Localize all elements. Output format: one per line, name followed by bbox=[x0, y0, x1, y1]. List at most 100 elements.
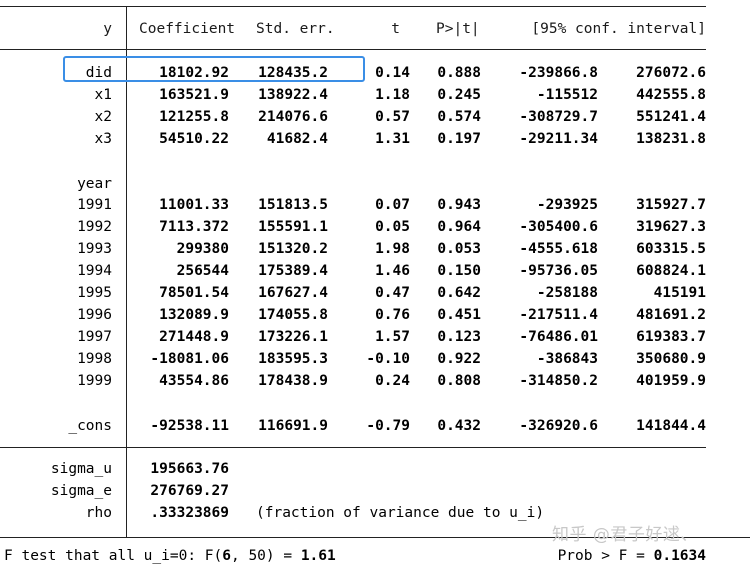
col-header-std-err: Std. err. bbox=[256, 21, 335, 37]
se-value: 116691.9 bbox=[258, 418, 328, 434]
row-label: year bbox=[77, 176, 112, 192]
f-test-sep: , 50) = bbox=[230, 548, 301, 564]
coef-value: 7113.372 bbox=[159, 219, 229, 235]
coef-value: 271448.9 bbox=[159, 329, 229, 345]
se-value: 128435.2 bbox=[258, 65, 328, 81]
row-label: x3 bbox=[94, 131, 112, 147]
t-value: 1.46 bbox=[375, 263, 410, 279]
ci-upper-value: 481691.2 bbox=[636, 307, 706, 323]
ci-lower-value: -95736.05 bbox=[519, 263, 598, 279]
prob-f-label: Prob > F = bbox=[557, 548, 654, 564]
stat-value-rho: .33323869 bbox=[150, 505, 229, 521]
se-value: 214076.6 bbox=[258, 109, 328, 125]
col-header-ci: [95% conf. interval] bbox=[531, 21, 706, 37]
ci-lower-value: -29211.34 bbox=[519, 131, 598, 147]
p-value: 0.888 bbox=[437, 65, 481, 81]
row-label: x2 bbox=[94, 109, 112, 125]
p-value: 0.432 bbox=[437, 418, 481, 434]
top-rule bbox=[0, 6, 706, 7]
ci-upper-value: 608824.1 bbox=[636, 263, 706, 279]
se-value: 174055.8 bbox=[258, 307, 328, 323]
t-value: 1.18 bbox=[375, 87, 410, 103]
body-rule bbox=[0, 447, 706, 448]
p-value: 0.642 bbox=[437, 285, 481, 301]
se-value: 173226.1 bbox=[258, 329, 328, 345]
ci-lower-value: -239866.8 bbox=[519, 65, 598, 81]
coef-value: 299380 bbox=[176, 241, 229, 257]
coef-value: 78501.54 bbox=[159, 285, 229, 301]
rho-note: (fraction of variance due to u_i) bbox=[256, 505, 545, 521]
label-separator bbox=[126, 6, 127, 537]
ci-lower-value: -386843 bbox=[536, 351, 598, 367]
se-value: 183595.3 bbox=[258, 351, 328, 367]
ci-lower-value: -115512 bbox=[536, 87, 598, 103]
t-value: 0.57 bbox=[375, 109, 410, 125]
t-value: -0.79 bbox=[366, 418, 410, 434]
ci-lower-value: -217511.4 bbox=[519, 307, 598, 323]
coef-value: 43554.86 bbox=[159, 373, 229, 389]
col-header-p: P>|t| bbox=[436, 21, 480, 37]
ci-upper-value: 442555.8 bbox=[636, 87, 706, 103]
t-value: 0.07 bbox=[375, 197, 410, 213]
coef-value: 256544 bbox=[176, 263, 229, 279]
se-value: 151320.2 bbox=[258, 241, 328, 257]
bottom-rule bbox=[0, 537, 750, 538]
se-value: 167627.4 bbox=[258, 285, 328, 301]
t-value: 0.47 bbox=[375, 285, 410, 301]
stat-value-sigma-u: 195663.76 bbox=[150, 461, 229, 477]
row-label: 1995 bbox=[77, 285, 112, 301]
col-header-t: t bbox=[391, 21, 400, 37]
row-label: x1 bbox=[94, 87, 112, 103]
ci-upper-value: 315927.7 bbox=[636, 197, 706, 213]
f-test-label: F test that all u_i=0: F( bbox=[4, 548, 223, 564]
coef-value: 163521.9 bbox=[159, 87, 229, 103]
stat-label-sigma-u: sigma_u bbox=[50, 461, 112, 477]
ci-upper-value: 350680.9 bbox=[636, 351, 706, 367]
ci-upper-value: 603315.5 bbox=[636, 241, 706, 257]
header-rule bbox=[0, 49, 706, 50]
t-value: 1.31 bbox=[375, 131, 410, 147]
ci-lower-value: -4555.618 bbox=[519, 241, 598, 257]
ci-lower-value: -326920.6 bbox=[519, 418, 598, 434]
ci-lower-value: -258188 bbox=[536, 285, 598, 301]
row-label: 1998 bbox=[77, 351, 112, 367]
t-value: 0.14 bbox=[375, 65, 410, 81]
p-value: 0.123 bbox=[437, 329, 481, 345]
ci-lower-value: -293925 bbox=[536, 197, 598, 213]
p-value: 0.574 bbox=[437, 109, 481, 125]
prob-f-line: Prob > F = 0.1634 bbox=[520, 547, 706, 565]
se-value: 155591.1 bbox=[258, 219, 328, 235]
p-value: 0.245 bbox=[437, 87, 481, 103]
row-label: 1997 bbox=[77, 329, 112, 345]
col-header-y: y bbox=[103, 21, 112, 37]
coef-value: -18081.06 bbox=[150, 351, 229, 367]
coef-value: 54510.22 bbox=[159, 131, 229, 147]
p-value: 0.451 bbox=[437, 307, 481, 323]
stat-label-sigma-e: sigma_e bbox=[50, 483, 112, 499]
se-value: 138922.4 bbox=[258, 87, 328, 103]
ci-lower-value: -76486.01 bbox=[519, 329, 598, 345]
ci-upper-value: 401959.9 bbox=[636, 373, 706, 389]
t-value: 1.98 bbox=[375, 241, 410, 257]
t-value: 1.57 bbox=[375, 329, 410, 345]
coef-value: 132089.9 bbox=[159, 307, 229, 323]
highlight-box-did bbox=[63, 56, 365, 82]
prob-f-value: 0.1634 bbox=[653, 548, 706, 564]
se-value: 41682.4 bbox=[266, 131, 328, 147]
col-header-coefficient: Coefficient bbox=[139, 21, 236, 37]
f-test-df1: 6 bbox=[222, 548, 231, 564]
p-value: 0.922 bbox=[437, 351, 481, 367]
se-value: 151813.5 bbox=[258, 197, 328, 213]
f-test-value: 1.61 bbox=[300, 548, 336, 564]
p-value: 0.808 bbox=[437, 373, 481, 389]
t-value: 0.24 bbox=[375, 373, 410, 389]
p-value: 0.197 bbox=[437, 131, 481, 147]
p-value: 0.943 bbox=[437, 197, 481, 213]
p-value: 0.964 bbox=[437, 219, 481, 235]
stat-label-rho: rho bbox=[85, 505, 112, 521]
ci-upper-value: 619383.7 bbox=[636, 329, 706, 345]
row-label: 1991 bbox=[77, 197, 112, 213]
ci-lower-value: -308729.7 bbox=[519, 109, 598, 125]
row-label: 1993 bbox=[77, 241, 112, 257]
row-label: 1996 bbox=[77, 307, 112, 323]
